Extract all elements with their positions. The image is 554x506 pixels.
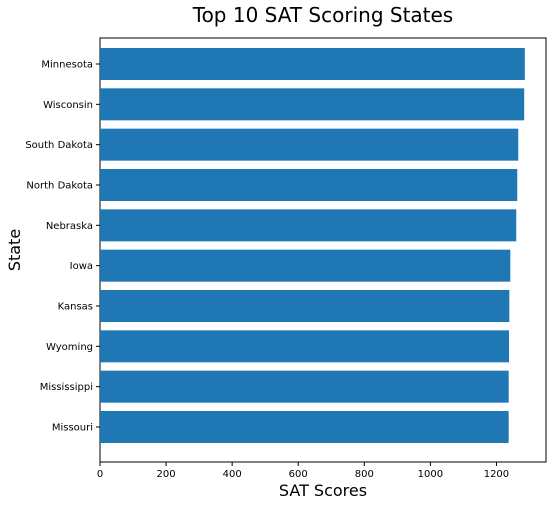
x-tick-label-400: 400 [223,469,242,480]
y-tick-label-south-dakota: South Dakota [25,140,93,151]
y-tick-label-wisconsin: Wisconsin [43,100,93,111]
y-axis-label: State [5,229,24,271]
chart-title: Top 10 SAT Scoring States [192,3,453,27]
y-tick-label-minnesota: Minnesota [41,60,93,71]
y-tick-label-north-dakota: North Dakota [26,181,93,192]
x-tick-label-200: 200 [157,469,176,480]
x-axis-label: SAT Scores [279,481,367,500]
y-tick-label-wyoming: Wyoming [46,342,93,353]
x-tick-label-1000: 1000 [418,469,443,480]
x-tick-label-0: 0 [97,469,103,480]
bar-north-dakota [100,169,518,201]
y-axis-ticks: Minnesota Wisconsin South Dakota North Dako… [25,60,100,434]
x-tick-label-800: 800 [355,469,374,480]
bar-minnesota [100,48,525,80]
bar-missouri [100,411,509,443]
bar-south-dakota [100,128,519,161]
bars-group [100,48,525,443]
y-tick-label-mississippi: Mississippi [40,382,93,393]
bar-wisconsin [100,88,525,121]
bar-kansas [100,290,510,322]
bar-iowa [100,249,511,282]
y-tick-label-nebraska: Nebraska [46,221,93,232]
bar-nebraska [100,209,517,242]
x-tick-label-1200: 1200 [484,469,509,480]
x-axis-ticks: 0 200 400 600 800 1000 1200 [97,462,509,480]
y-tick-label-missouri: Missouri [52,423,93,434]
bar-mississippi [100,370,509,403]
y-tick-label-kansas: Kansas [58,302,93,313]
bar-wyoming [100,330,509,363]
x-tick-label-600: 600 [289,469,308,480]
y-tick-label-iowa: Iowa [70,261,93,272]
